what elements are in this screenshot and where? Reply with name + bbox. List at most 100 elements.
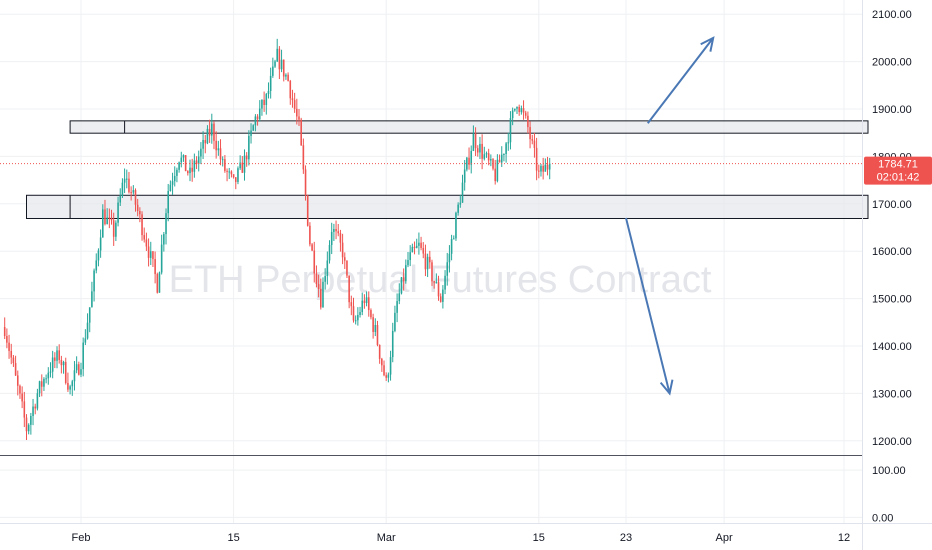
candle-body-up xyxy=(452,238,455,240)
candle-body-up xyxy=(500,154,503,163)
candle-body-down xyxy=(348,275,350,303)
candle-body-down xyxy=(339,233,342,243)
candle-body-up xyxy=(71,381,74,387)
price-tick-label: 2000.00 xyxy=(872,57,912,69)
time-tick-label: Apr xyxy=(716,532,733,544)
candle-body-up xyxy=(160,244,163,273)
candle-body-up xyxy=(409,252,411,261)
candle-body-down xyxy=(346,260,348,276)
candle-body-up xyxy=(206,128,209,144)
candle-body-up xyxy=(398,293,401,302)
candle-body-down xyxy=(481,143,483,159)
candle-body-up xyxy=(511,110,514,119)
candle-body-down xyxy=(300,119,302,146)
candle-body-down xyxy=(320,288,322,308)
candle-body-up xyxy=(503,154,505,156)
candle-body-down xyxy=(487,153,490,161)
candle-body-up xyxy=(27,424,30,432)
candle-body-down xyxy=(518,106,520,113)
candle-body-up xyxy=(121,182,124,196)
candle-body-up xyxy=(540,165,542,172)
candle-body-down xyxy=(104,209,106,225)
time-axis[interactable]: Feb 15 Mar 15 23 Apr 12 xyxy=(72,532,851,544)
candle-body-down xyxy=(341,242,344,258)
candle-body-up xyxy=(158,272,161,293)
candle-body-up xyxy=(106,217,108,225)
candle-body-down xyxy=(474,133,477,149)
candle-body-down xyxy=(498,159,501,163)
candle-body-up xyxy=(389,357,392,375)
candle-body-up xyxy=(211,123,213,136)
candle-body-up xyxy=(269,75,272,91)
candle-body-up xyxy=(285,74,287,77)
candle-body-up xyxy=(217,148,220,151)
candle-body-down xyxy=(289,80,292,99)
candle-body-up xyxy=(125,178,128,180)
candle-body-down xyxy=(524,112,527,116)
candle-body-down xyxy=(187,171,189,174)
candle-body-down xyxy=(535,147,538,171)
price-tick-label: 1300.00 xyxy=(872,388,912,400)
candle-body-down xyxy=(195,160,198,164)
price-tick-label: 2100.00 xyxy=(872,9,912,21)
candle-body-down xyxy=(136,204,139,211)
candle-body-up xyxy=(396,301,398,313)
candle-body-down xyxy=(141,214,143,236)
candle-body-up xyxy=(119,195,122,203)
candle-body-up xyxy=(324,276,326,282)
candle-body-down xyxy=(313,250,316,274)
candle-body-up xyxy=(169,184,172,191)
candle-body-up xyxy=(274,61,276,67)
candle-body-up xyxy=(51,357,54,372)
candle-body-up xyxy=(197,156,200,164)
candle-body-up xyxy=(405,265,407,282)
bearish-scenario-arrow[interactable] xyxy=(625,217,671,394)
candle-body-down xyxy=(378,344,381,359)
upper-resistance-zone[interactable] xyxy=(69,120,869,134)
bullish-scenario-arrow[interactable] xyxy=(647,37,714,124)
candle-body-up xyxy=(267,90,270,95)
candle-body-down xyxy=(315,273,318,285)
arrows-layer xyxy=(625,36,715,396)
price-axis[interactable]: 2100.002000.001900.001800.001700.001600.… xyxy=(872,9,912,448)
candle-body-up xyxy=(442,289,444,302)
price-tick-label: 1600.00 xyxy=(872,246,912,258)
candle-body-up xyxy=(132,190,135,193)
candle-body-up xyxy=(84,338,87,343)
candle-body-up xyxy=(446,262,449,276)
indicator-axis[interactable]: 100.00 0.00 xyxy=(872,465,906,524)
candle-body-down xyxy=(287,74,289,81)
candle-body-up xyxy=(56,350,58,361)
candle-body-up xyxy=(117,202,119,223)
bullish-scenario-arrow-head xyxy=(700,36,715,52)
candle-body-down xyxy=(224,159,226,171)
candle-body-down xyxy=(476,148,479,153)
candle-body-up xyxy=(69,386,71,390)
candle-body-up xyxy=(479,143,481,153)
candle-body-up xyxy=(496,159,499,182)
candle-body-down xyxy=(40,381,43,387)
bar-countdown-label: 02:01:42 xyxy=(877,172,920,184)
candle-body-down xyxy=(156,274,159,293)
candle-body-up xyxy=(62,361,65,366)
candle-body-up xyxy=(485,153,488,155)
candle-body-up xyxy=(359,312,361,315)
candle-body-down xyxy=(130,192,132,194)
candle-body-down xyxy=(147,246,150,258)
last-price-tag-background xyxy=(864,156,932,185)
candle-body-down xyxy=(191,167,193,172)
candle-body-up xyxy=(163,234,165,245)
candle-body-up xyxy=(426,256,429,270)
candle-body-up xyxy=(176,169,178,176)
candle-body-down xyxy=(108,217,111,219)
indicator-tick-label: 100.00 xyxy=(872,465,906,477)
candle-body-down xyxy=(317,284,320,289)
candle-body-up xyxy=(463,169,466,183)
candle-body-up xyxy=(461,182,464,203)
candle-body-up xyxy=(75,364,78,371)
candle-body-down xyxy=(402,277,405,282)
candle-body-down xyxy=(350,302,353,307)
candle-body-down xyxy=(352,306,355,321)
lower-support-zone[interactable] xyxy=(26,194,869,219)
